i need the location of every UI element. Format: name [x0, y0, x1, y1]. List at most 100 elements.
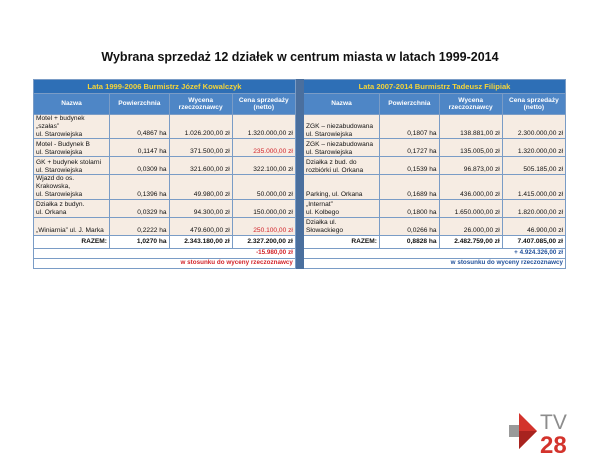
column-separator: [294, 234, 305, 249]
right-row-name: „Internat” ul. Kolbego: [303, 198, 380, 218]
left-header-valuation: Wycena rzeczoznawcy: [168, 93, 233, 115]
tv28-logo-graphic: TV 28: [509, 411, 567, 459]
left-row-valuation: 479.600,00 zł: [168, 216, 233, 236]
left-row-name-line1: Motel + budynek „szałas”: [36, 115, 85, 130]
logo-text-top: TV: [540, 411, 567, 434]
column-separator: [294, 79, 305, 94]
right-row-name-line2: Parking, ul. Orkana: [306, 190, 363, 198]
left-row-name: Działka z budyn. ul. Orkana: [33, 198, 110, 218]
table-row: GK + budynek stolarni ul. Starowiejska 0,0…: [33, 156, 567, 176]
left-row-valuation: 371.500,00 zł: [168, 138, 233, 158]
left-row-price: 50.000,00 zł: [231, 174, 296, 200]
left-row-name-line2: ul. Starowiejska: [36, 148, 83, 156]
right-row-area: 0,1727 ha: [379, 138, 440, 158]
column-separator: [294, 174, 305, 200]
right-row-name: Parking, ul. Orkana: [303, 174, 380, 200]
left-total-label: RAZEM:: [33, 234, 110, 249]
right-row-name-line2: ul. Kolbego: [306, 208, 340, 216]
right-row-name-line1: Działka ul.: [306, 219, 337, 227]
left-row-valuation: 94.300,00 zł: [168, 198, 233, 218]
left-row-name-line2: ul. Starowiejska: [36, 130, 83, 138]
left-row-area: 0,1396 ha: [108, 174, 170, 200]
right-row-name: Działka ul. Słowackiego: [303, 216, 380, 236]
right-row-name-line1: Działka z bud. do: [306, 158, 357, 166]
right-header-price: Cena sprzedaży (netto): [501, 93, 567, 115]
left-row-valuation: 1.026.200,00 zł: [168, 113, 233, 140]
left-row-name: „Winiarnia” ul. J. Marka: [33, 216, 110, 236]
note-row: w stosunku do wyceny rzeczoznawcy w stos…: [33, 257, 566, 269]
left-row-name-line1: GK + budynek stolarni: [36, 158, 102, 166]
right-row-price: 2.300.000,00 zł: [501, 113, 567, 140]
left-header-name: Nazwa: [33, 93, 110, 115]
table-row: Wjazd do os. Krakowska, ul. Starowiejska 0…: [33, 174, 567, 200]
column-separator: [294, 247, 305, 259]
left-row-valuation: 321.600,00 zł: [168, 156, 233, 176]
logo-text-bottom: 28: [540, 432, 567, 457]
left-total-price: 2.327.200,00 zł: [231, 234, 296, 249]
table-row: Motel + budynek „szałas” ul. Starowiejska…: [33, 113, 567, 140]
right-total-price: 7.407.085,00 zł: [501, 234, 567, 249]
left-row-name-line1: Wjazd do os. Krakowska,: [36, 175, 75, 191]
right-row-name: ZGK – niezabudowana ul. Starowiejska: [303, 138, 380, 158]
right-row-name-line2: rozbiórki ul. Orkana: [306, 166, 364, 174]
right-row-area: 0,1689 ha: [379, 174, 440, 200]
right-row-valuation: 96.873,00 zł: [438, 156, 503, 176]
left-row-area: 0,4867 ha: [108, 113, 170, 140]
column-separator: [294, 93, 305, 115]
right-row-valuation: 138.881,00 zł: [438, 113, 503, 140]
right-row-name-line2: ul. Starowiejska: [306, 130, 353, 138]
right-row-valuation: 26.000,00 zł: [438, 216, 503, 236]
left-row-name-line1: Motel - Budynek B: [36, 140, 90, 148]
left-row-price: 235.000,00 zł: [231, 138, 296, 158]
column-separator: [294, 138, 305, 158]
right-row-name-line1: ZGK – niezabudowana: [306, 140, 374, 148]
right-row-name-line1: ZGK – niezabudowana: [306, 122, 374, 130]
right-period-title: Lata 2007-2014 Burmistrz Tadeusz Filipia…: [303, 79, 566, 94]
left-row-name: Wjazd do os. Krakowska, ul. Starowiejska: [33, 174, 110, 200]
right-difference: + 4.924.326,00 zł: [303, 247, 566, 259]
column-separator: [294, 113, 305, 140]
right-row-area: 0,1807 ha: [379, 113, 440, 140]
table-row: Działka z budyn. ul. Orkana 0,0329 ha 94.30…: [33, 198, 567, 218]
right-row-name-line1: „Internat”: [306, 201, 333, 209]
right-total-area: 0,8828 ha: [379, 234, 440, 249]
column-separator: [294, 257, 305, 269]
data-rows: Motel + budynek „szałas” ul. Starowiejska…: [33, 113, 567, 236]
left-total-area: 1,0270 ha: [108, 234, 170, 249]
left-row-price: 322.100,00 zł: [231, 156, 296, 176]
logo-square-grey: [509, 425, 519, 437]
right-header-valuation: Wycena rzeczoznawcy: [438, 93, 503, 115]
right-row-price: 1.820.000,00 zł: [501, 198, 567, 218]
left-row-name-line2: ul. Starowiejska: [36, 166, 83, 174]
right-row-valuation: 436.000,00 zł: [438, 174, 503, 200]
left-row-name-line2: „Winiarnia” ul. J. Marka: [36, 226, 104, 234]
left-row-name-line2: ul. Starowiejska: [36, 190, 83, 198]
left-header-area: Powierzchnia: [108, 93, 170, 115]
right-row-price: 1.320.000,00 zł: [501, 138, 567, 158]
column-separator: [294, 216, 305, 236]
left-period-title: Lata 1999-2006 Burmistrz Józef Kowalczyk: [33, 79, 296, 94]
difference-row: -15.980,00 zł + 4.924.326,00 zł: [33, 247, 566, 259]
total-row: RAZEM: 1,0270 ha 2.343.180,00 zł 2.327.2…: [33, 234, 567, 249]
left-row-area: 0,1147 ha: [108, 138, 170, 158]
right-row-name: Działka z bud. do rozbiórki ul. Orkana: [303, 156, 380, 176]
header-row: Nazwa Powierzchnia Wycena rzeczoznawcy C…: [33, 93, 567, 115]
right-row-price: 505.185,00 zł: [501, 156, 567, 176]
column-separator: [294, 198, 305, 218]
right-row-name: ZGK – niezabudowana ul. Starowiejska: [303, 113, 380, 140]
left-row-valuation: 49.980,00 zł: [168, 174, 233, 200]
right-header-area: Powierzchnia: [379, 93, 440, 115]
left-row-price: 150.000,00 zł: [231, 198, 296, 218]
left-row-area: 0,2222 ha: [108, 216, 170, 236]
right-row-valuation: 135.005,00 zł: [438, 138, 503, 158]
logo-play-shadow: [519, 431, 537, 449]
right-row-area: 0,1539 ha: [379, 156, 440, 176]
page-title: Wybrana sprzedaż 12 działek w centrum mi…: [101, 50, 499, 64]
sales-table: Lata 1999-2006 Burmistrz Józef Kowalczyk…: [33, 79, 567, 269]
left-row-name: GK + budynek stolarni ul. Starowiejska: [33, 156, 110, 176]
column-separator: [294, 156, 305, 176]
left-header-price: Cena sprzedaży (netto): [231, 93, 296, 115]
right-row-valuation: 1.650.000,00 zł: [438, 198, 503, 218]
left-row-name: Motel + budynek „szałas” ul. Starowiejska: [33, 113, 110, 140]
